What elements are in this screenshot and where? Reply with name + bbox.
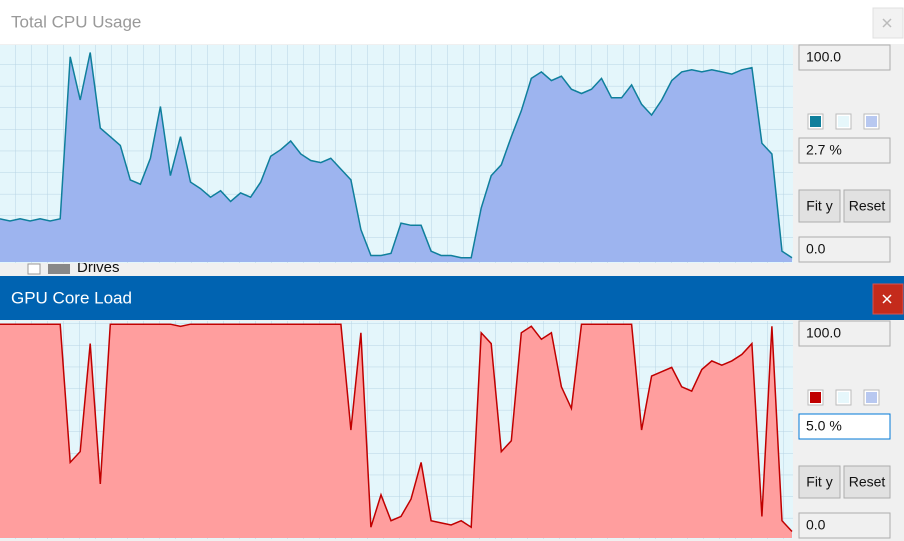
button[interactable]	[843, 465, 891, 499]
background-strip	[0, 262, 904, 278]
area-fill	[0, 324, 792, 538]
color-swatch-fill	[810, 116, 821, 127]
window-title: Total CPU Usage	[11, 12, 141, 31]
color-swatch-fill	[838, 116, 849, 127]
color-swatch-fill	[866, 392, 877, 403]
y-max-label-box	[798, 44, 891, 71]
button[interactable]	[798, 189, 841, 223]
series-line	[0, 323, 793, 533]
y-min-label-box	[798, 512, 891, 539]
button[interactable]	[843, 189, 891, 223]
button[interactable]	[798, 465, 841, 499]
button-label[interactable]: Reset	[849, 474, 886, 490]
tree-icon	[27, 263, 41, 275]
area-fill	[0, 52, 792, 262]
series-line	[0, 52, 793, 259]
title-bar	[0, 0, 904, 44]
button-label[interactable]: Reset	[849, 198, 886, 214]
current-value-box	[798, 413, 891, 440]
background-text: Drives	[77, 259, 120, 276]
color-swatch-fill	[838, 392, 849, 403]
y-min-label-box	[798, 236, 891, 263]
button-label[interactable]: Fit y	[806, 474, 832, 490]
close-icon	[882, 294, 892, 304]
title-bar	[0, 276, 904, 320]
y-max-label: 100.0	[806, 49, 841, 65]
drive-icon	[48, 264, 70, 274]
color-swatch-fill	[810, 392, 821, 403]
y-max-label: 100.0	[806, 325, 841, 341]
current-value-box	[798, 137, 891, 164]
y-min-label: 0.0	[806, 517, 826, 533]
window-title: GPU Core Load	[11, 288, 132, 307]
button-label[interactable]: Fit y	[806, 198, 832, 214]
color-swatch-fill	[866, 116, 877, 127]
y-max-label-box	[798, 320, 891, 347]
y-min-label: 0.0	[806, 241, 826, 257]
current-value: 2.7 %	[806, 142, 842, 158]
close-icon	[882, 18, 892, 28]
current-value: 5.0 %	[806, 418, 842, 434]
